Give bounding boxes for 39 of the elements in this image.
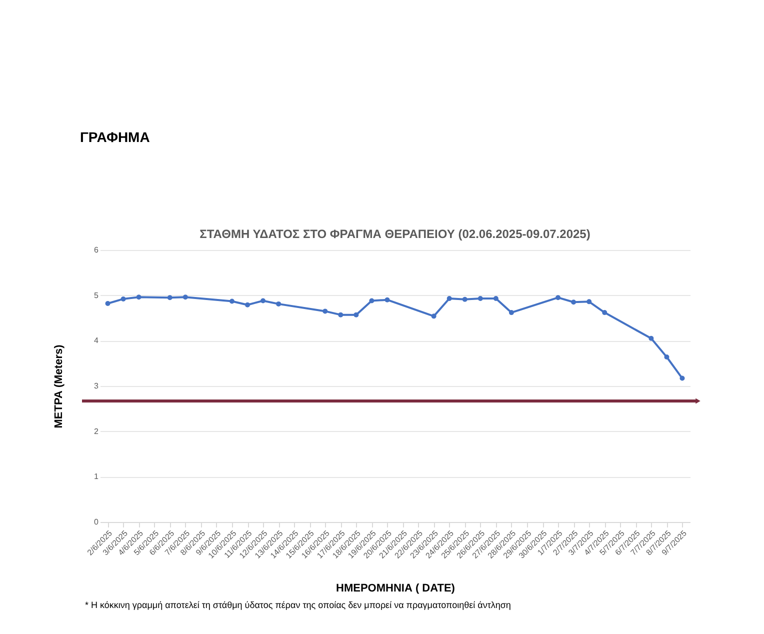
point xyxy=(462,296,468,302)
text: * Η κόκκινη γραμμή αποτελεί τη στάθμη ύδατος πέραν της οποίας δεν μπορεί να πραγματοποιηθεί άντληση xyxy=(85,600,511,610)
point xyxy=(384,297,390,302)
point xyxy=(120,296,126,302)
point xyxy=(229,298,234,304)
y-tick-label: 1 xyxy=(94,472,100,482)
point xyxy=(260,298,266,304)
y-tick-label: 2 xyxy=(94,426,100,436)
y-tick-label: 6 xyxy=(94,246,100,254)
y-axis-title: ΜΕΤΡΑ (Meters) xyxy=(53,344,66,428)
point xyxy=(431,314,436,319)
y-tick-label: 4 xyxy=(94,336,100,346)
y-tick-label: 5 xyxy=(94,290,100,300)
point xyxy=(322,308,328,314)
x-axis-title: ΗΜΕΡΟΜΗΝΙΑ ( DATE) xyxy=(336,582,456,594)
point xyxy=(105,301,110,306)
point xyxy=(369,298,374,304)
point xyxy=(478,296,483,301)
point xyxy=(571,300,576,305)
point xyxy=(493,296,498,301)
text: ΓΡΑΦΗΜΑ xyxy=(80,129,150,145)
y-tick-label: 0 xyxy=(94,518,100,526)
point xyxy=(602,310,608,316)
point xyxy=(276,301,282,306)
point xyxy=(182,294,188,300)
point xyxy=(648,336,654,341)
point xyxy=(136,294,142,300)
point xyxy=(556,295,561,300)
point xyxy=(508,310,514,316)
y-tick-label: 3 xyxy=(94,382,100,390)
point xyxy=(354,312,359,318)
point xyxy=(338,312,344,318)
chart-title: ΣΤΑΘΜΗ ΥΔΑΤΟΣ ΣΤΟ ΦΡΑΓΜΑ ΘΕΡΑΠΕΙΟΥ (02.06.2025-09.07.2025) xyxy=(200,227,590,241)
point xyxy=(167,295,172,300)
point xyxy=(586,299,592,304)
point xyxy=(680,376,685,381)
point xyxy=(446,296,452,301)
point xyxy=(245,302,250,308)
point xyxy=(664,354,670,360)
